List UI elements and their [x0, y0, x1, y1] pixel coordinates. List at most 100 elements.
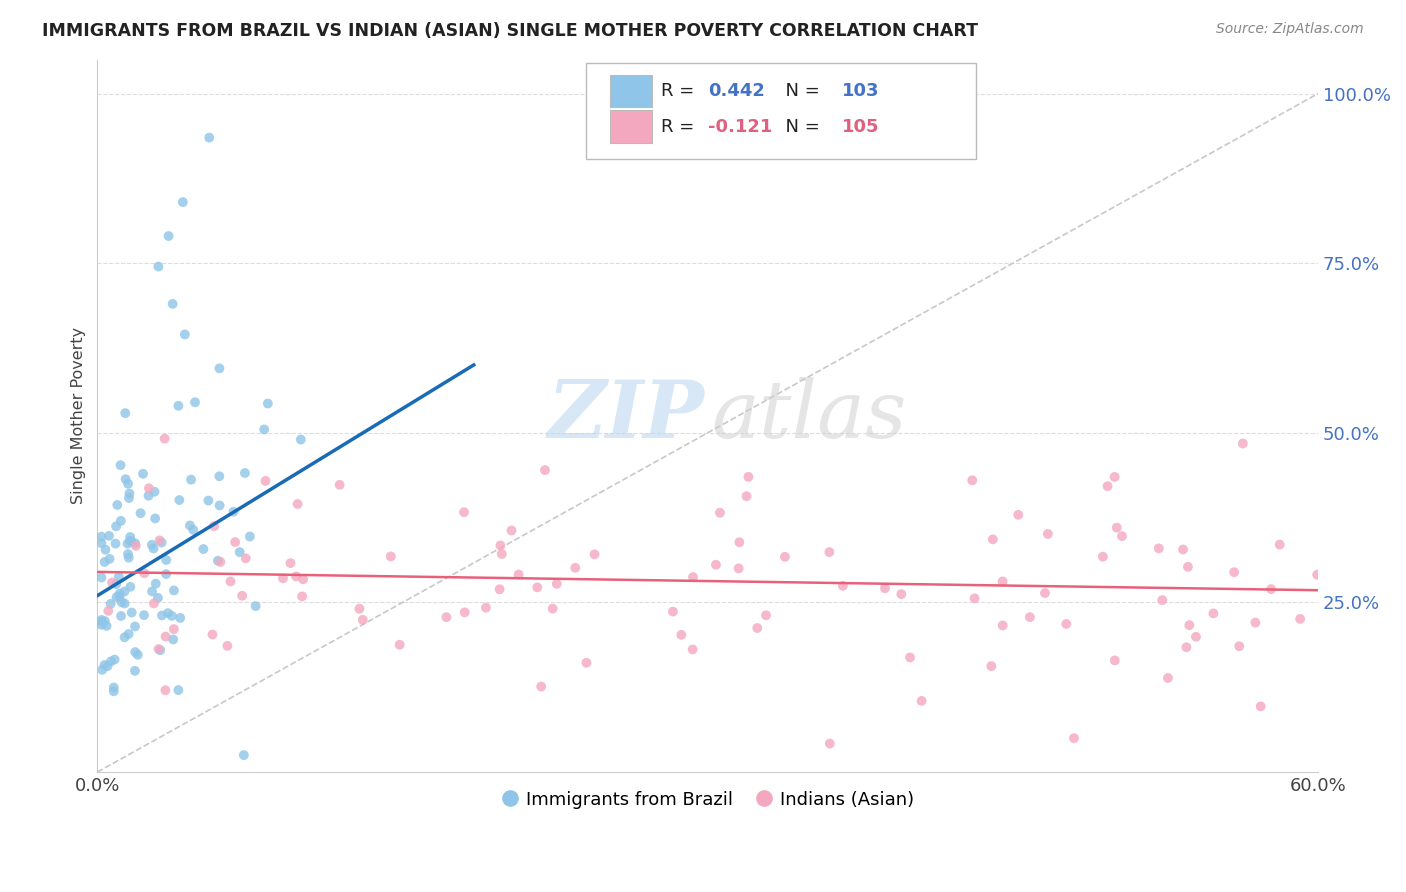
Text: N =: N =	[773, 82, 825, 100]
Point	[1036, 527, 1059, 541]
Point	[530, 680, 553, 694]
Point	[1289, 612, 1312, 626]
Point	[105, 590, 128, 604]
Point	[96, 659, 118, 673]
Point	[108, 586, 131, 600]
Point	[1306, 567, 1329, 582]
Point	[292, 572, 315, 586]
Point	[169, 493, 191, 508]
Point	[120, 580, 142, 594]
Point	[193, 541, 215, 556]
Point	[254, 474, 277, 488]
Point	[231, 589, 253, 603]
Point	[271, 571, 294, 585]
Point	[349, 601, 371, 615]
Point	[662, 605, 685, 619]
Point	[222, 505, 245, 519]
Point	[217, 639, 239, 653]
Point	[134, 566, 156, 581]
Point	[583, 547, 606, 561]
Point	[575, 656, 598, 670]
FancyBboxPatch shape	[586, 63, 976, 160]
Point	[991, 574, 1014, 589]
Point	[962, 473, 984, 487]
Point	[118, 486, 141, 500]
Point	[150, 608, 173, 623]
Point	[138, 489, 160, 503]
Point	[124, 536, 146, 550]
Point	[107, 570, 129, 584]
Point	[1018, 610, 1040, 624]
Point	[890, 587, 912, 601]
Point	[198, 130, 221, 145]
Point	[963, 591, 986, 606]
Point	[184, 395, 207, 409]
Point	[1177, 559, 1199, 574]
Point	[141, 584, 163, 599]
Point	[1232, 436, 1254, 450]
Point	[114, 406, 136, 420]
Point	[145, 576, 167, 591]
Point	[981, 533, 1004, 547]
Point	[132, 608, 155, 623]
Point	[93, 555, 115, 569]
Point	[129, 506, 152, 520]
Point	[142, 596, 165, 610]
Point	[1223, 565, 1246, 579]
Point	[105, 519, 128, 533]
Point	[90, 617, 112, 632]
Point	[118, 550, 141, 565]
Point	[475, 600, 498, 615]
Point	[114, 630, 136, 644]
FancyBboxPatch shape	[610, 75, 651, 107]
Point	[163, 622, 186, 636]
Point	[1175, 640, 1198, 655]
Text: IMMIGRANTS FROM BRAZIL VS INDIAN (ASIAN) SINGLE MOTHER POVERTY CORRELATION CHART: IMMIGRANTS FROM BRAZIL VS INDIAN (ASIAN)…	[42, 22, 979, 40]
Point	[156, 606, 179, 620]
Point	[534, 463, 557, 477]
Point	[290, 433, 312, 447]
Point	[1171, 542, 1194, 557]
Y-axis label: Single Mother Poverty: Single Mother Poverty	[72, 327, 86, 504]
Point	[1111, 529, 1133, 543]
Point	[256, 396, 278, 410]
Point	[546, 577, 568, 591]
Point	[97, 604, 120, 618]
Point	[155, 683, 177, 698]
Point	[285, 569, 308, 583]
Point	[120, 530, 142, 544]
Point	[488, 582, 510, 597]
Point	[124, 645, 146, 659]
Point	[180, 473, 202, 487]
Point	[239, 529, 262, 543]
Point	[1054, 616, 1077, 631]
Point	[167, 399, 190, 413]
Point	[90, 530, 112, 544]
Legend: Immigrants from Brazil, Indians (Asian): Immigrants from Brazil, Indians (Asian)	[494, 784, 922, 816]
Point	[114, 472, 136, 486]
Point	[124, 664, 146, 678]
Point	[873, 581, 896, 595]
Point	[150, 535, 173, 549]
Point	[148, 260, 170, 274]
Point	[202, 519, 225, 533]
Point	[1250, 699, 1272, 714]
Point	[124, 619, 146, 633]
Point	[228, 545, 250, 559]
Point	[94, 614, 117, 628]
Point	[114, 597, 136, 611]
Point	[155, 630, 177, 644]
Point	[501, 524, 523, 538]
Point	[233, 466, 256, 480]
Point	[142, 541, 165, 556]
Point	[704, 558, 727, 572]
Point	[1091, 549, 1114, 564]
Point	[110, 514, 132, 528]
Point	[1227, 639, 1250, 653]
Point	[1260, 582, 1282, 596]
Point	[162, 632, 184, 647]
Point	[162, 297, 184, 311]
Text: Source: ZipAtlas.com: Source: ZipAtlas.com	[1216, 22, 1364, 37]
Point	[1268, 538, 1291, 552]
Point	[1104, 653, 1126, 667]
